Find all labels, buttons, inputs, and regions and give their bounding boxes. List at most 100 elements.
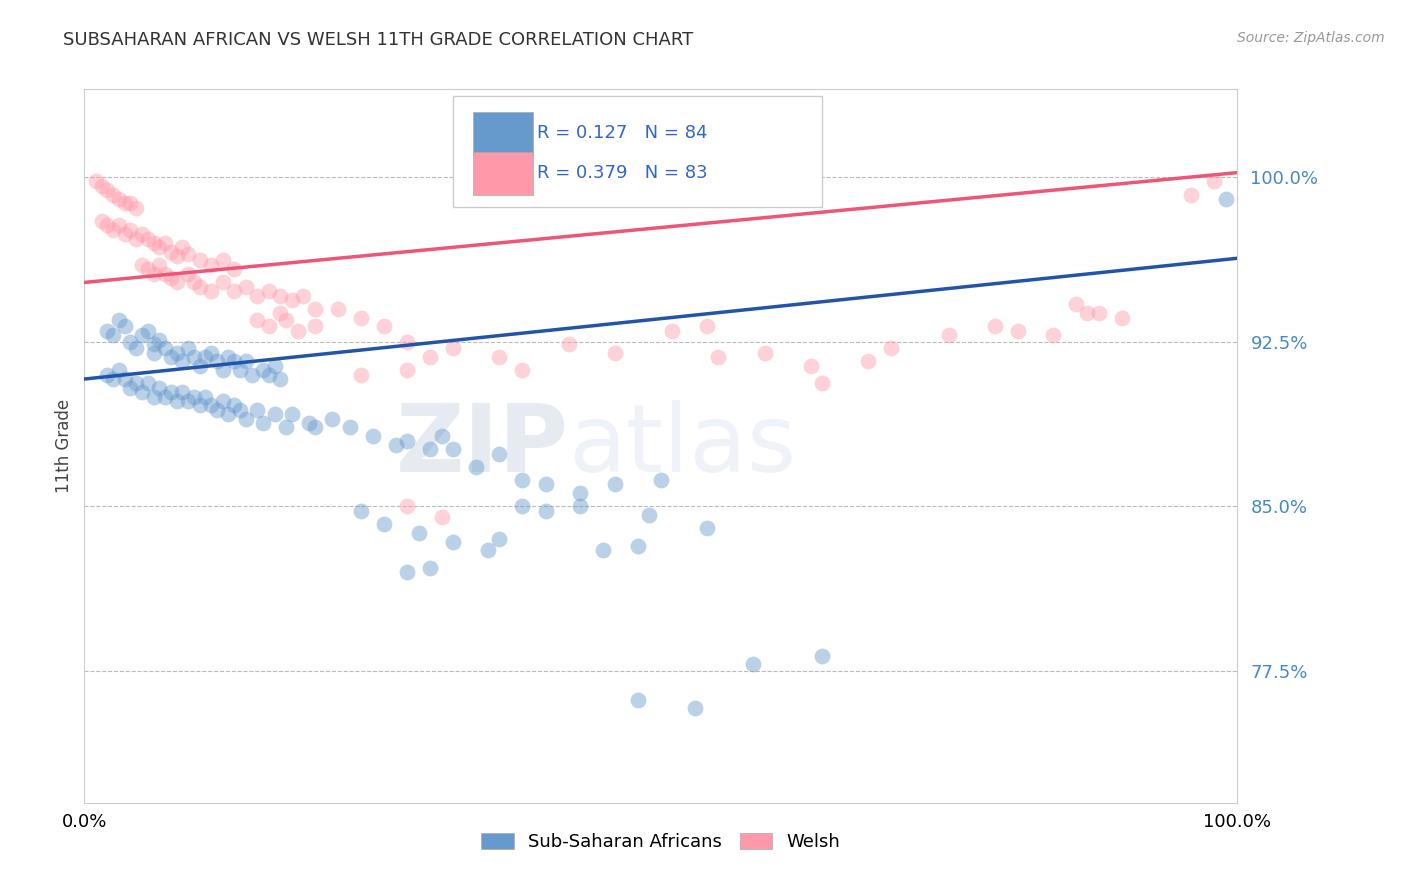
Point [142,345,165,359]
Point [188,398,211,412]
Point [114,227,136,241]
Point [177,267,200,281]
Point [1064,297,1087,311]
Point [1042,328,1064,343]
Point [148,381,170,395]
Point [211,276,233,290]
Point [252,416,274,430]
Point [90,214,112,228]
Point [276,312,298,326]
Point [1007,324,1029,338]
Legend: Sub-Saharan Africans, Welsh: Sub-Saharan Africans, Welsh [474,825,848,858]
Point [188,280,211,294]
Point [90,178,112,193]
Point [1076,306,1098,320]
Point [477,543,499,558]
Point [361,429,384,443]
Point [858,354,880,368]
Point [396,434,419,448]
Point [142,235,165,250]
Point [488,447,510,461]
Point [685,701,707,715]
Point [120,381,142,395]
Point [627,692,650,706]
Point [148,240,170,254]
Point [512,363,534,377]
Point [229,363,252,377]
Point [96,219,118,233]
Point [350,504,373,518]
Point [603,345,626,359]
Point [269,288,291,302]
FancyBboxPatch shape [472,112,533,155]
Point [396,566,419,580]
Point [534,504,557,518]
Point [880,341,903,355]
Point [200,345,222,359]
Point [235,280,257,294]
Point [246,312,269,326]
Point [148,333,170,347]
Point [304,319,326,334]
Point [1204,174,1226,188]
Point [114,196,136,211]
Point [287,324,309,338]
Point [200,258,222,272]
FancyBboxPatch shape [472,152,533,194]
Point [627,539,650,553]
Point [269,372,291,386]
Point [103,223,124,237]
Point [661,324,683,338]
Point [211,363,233,377]
Point [742,657,765,672]
Point [512,500,534,514]
Point [512,473,534,487]
Point [84,174,107,188]
Point [96,324,118,338]
Point [108,312,131,326]
Point [373,319,395,334]
Point [224,284,246,298]
Point [177,247,200,261]
Point [304,301,326,316]
Point [142,337,165,351]
Point [211,394,233,409]
Point [194,390,217,404]
Point [419,350,441,364]
Point [166,276,188,290]
Point [1088,306,1111,320]
Point [103,328,124,343]
Point [488,350,510,364]
Point [638,508,661,523]
Point [800,359,823,373]
Point [281,407,304,421]
Point [131,227,153,241]
Point [160,244,183,259]
Y-axis label: 11th Grade: 11th Grade [55,399,73,493]
Point [114,372,136,386]
Point [430,510,453,524]
Point [103,372,124,386]
Point [240,368,263,382]
Point [183,390,205,404]
Point [103,187,124,202]
Point [441,341,464,355]
Point [131,385,153,400]
Point [235,411,257,425]
Point [136,324,159,338]
Point [441,534,464,549]
Point [153,390,176,404]
Point [441,442,464,457]
Point [246,402,269,417]
Point [153,341,176,355]
Point [172,240,194,254]
Point [298,416,321,430]
Text: ZIP: ZIP [395,400,568,492]
Point [321,411,343,425]
Point [224,262,246,277]
Point [419,561,441,575]
Point [569,500,592,514]
Point [396,334,419,349]
Point [188,359,211,373]
Point [419,442,441,457]
